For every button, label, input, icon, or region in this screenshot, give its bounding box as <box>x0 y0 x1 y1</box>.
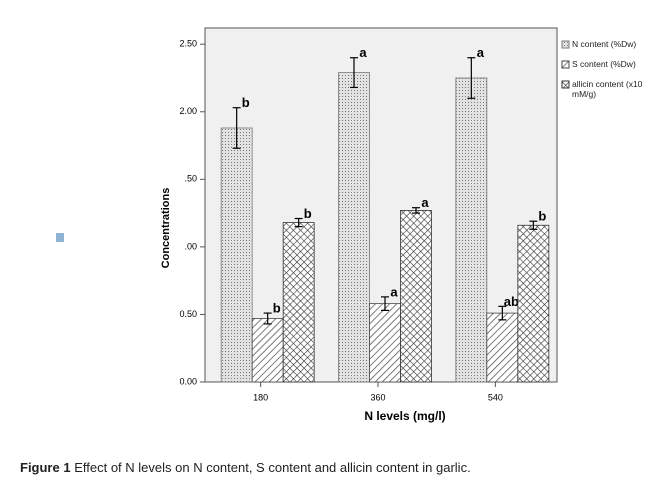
y-tick-label: 0.00 <box>179 376 197 386</box>
bar <box>220 127 253 383</box>
y-tick-label: 2.50 <box>179 39 197 49</box>
decoration <box>56 233 64 242</box>
significance-label: b <box>304 206 312 221</box>
significance-label: b <box>273 301 281 316</box>
legend-swatch <box>561 40 570 49</box>
x-tick-label: 180 <box>253 392 268 402</box>
y-tick-label: .50 <box>184 174 197 184</box>
caption-text: Effect of N levels on N content, S conte… <box>74 460 471 475</box>
bar <box>251 318 284 383</box>
legend-label: N content (%Dw) <box>572 39 637 49</box>
significance-label: a <box>390 284 398 299</box>
x-tick-label: 540 <box>488 392 503 402</box>
bar <box>282 222 315 383</box>
x-tick-label: 360 <box>370 392 385 402</box>
y-tick-label: 0.50 <box>179 309 197 319</box>
significance-label: a <box>359 45 367 60</box>
bar <box>517 224 550 383</box>
legend-label: allicin content (x10 mM/g) <box>572 79 643 99</box>
y-tick-label: 2.00 <box>179 106 197 116</box>
significance-label: b <box>242 95 250 110</box>
y-axis-label: Concentrations <box>160 188 172 269</box>
bar <box>338 72 370 383</box>
caption-label: Figure 1 <box>20 460 71 475</box>
bar <box>455 77 488 383</box>
significance-label: ab <box>504 294 519 309</box>
y-tick-label: .00 <box>184 241 197 251</box>
significance-label: a <box>421 195 429 210</box>
significance-label: a <box>477 45 485 60</box>
bar <box>486 312 519 383</box>
x-axis-label: N levels (mg/l) <box>364 409 445 423</box>
legend-swatch <box>561 60 570 69</box>
bar <box>400 210 432 383</box>
caption: Figure 1 Effect of N levels on N content… <box>20 460 471 475</box>
significance-label: b <box>538 209 546 224</box>
legend-swatch <box>561 80 570 89</box>
bar <box>369 303 401 383</box>
legend-label: S content (%Dw) <box>572 59 636 69</box>
